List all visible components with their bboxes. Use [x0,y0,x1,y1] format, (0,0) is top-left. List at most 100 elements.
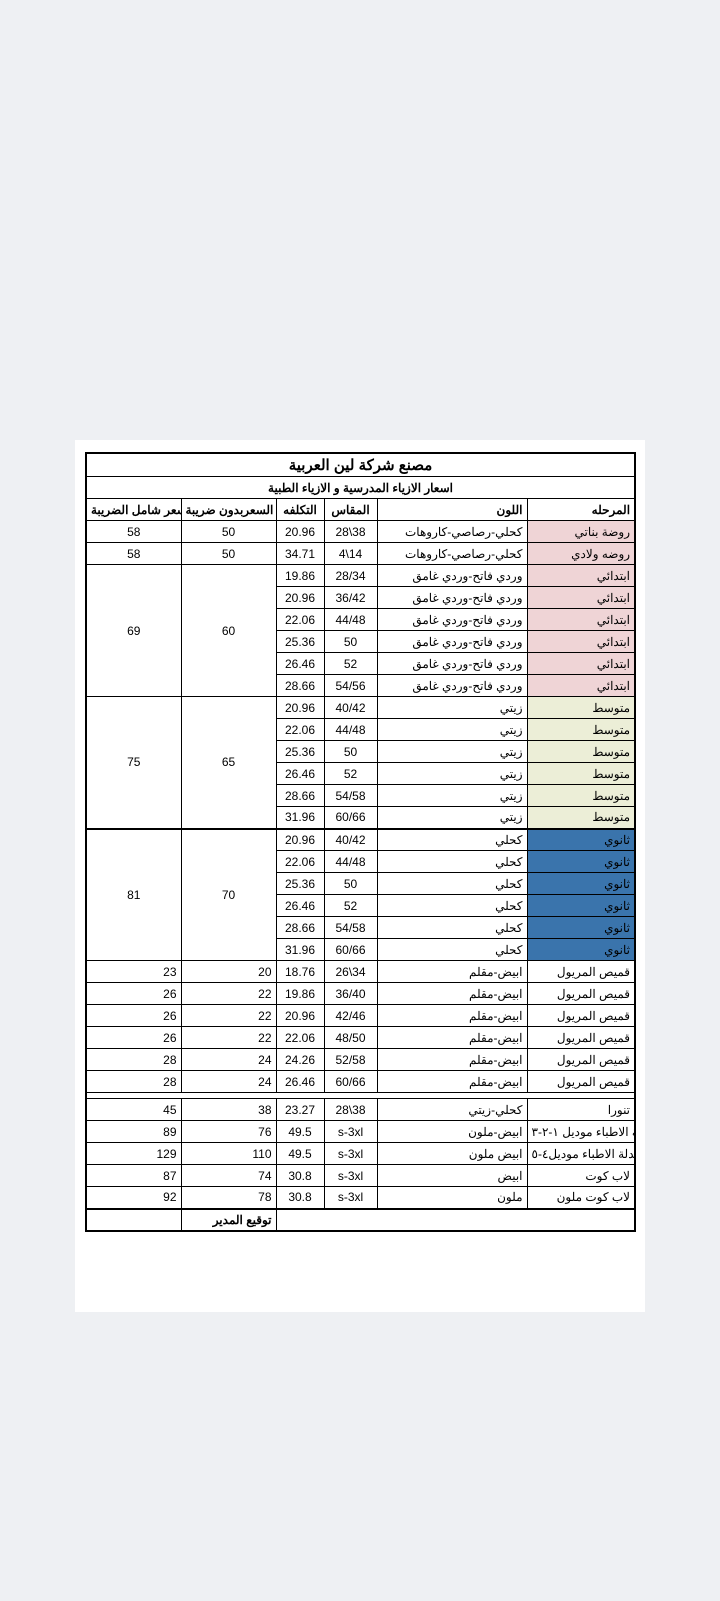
level: متوسط [527,741,635,763]
price-with-tax: 58 [86,543,181,565]
price-with-tax: 23 [86,961,181,983]
level: ابتدائي [527,609,635,631]
size: 50 [324,631,377,653]
price-no-tax: 20 [181,961,276,983]
size: 28\38 [324,521,377,543]
price-with-tax: 92 [86,1187,181,1209]
color: كحلي [377,895,527,917]
cost: 22.06 [276,609,324,631]
cost: 25.36 [276,873,324,895]
color: كحلي-رصاصي-كاروهات [377,543,527,565]
cost: 26.46 [276,653,324,675]
cost: 22.06 [276,1027,324,1049]
level: قميص المريول [527,983,635,1005]
size: s-3xl [324,1187,377,1209]
level: ثانوي [527,851,635,873]
color: زيتي [377,785,527,807]
size: 48/50 [324,1027,377,1049]
level: ثانوي [527,829,635,851]
signature-label: توقيع المدير [181,1209,276,1231]
color: وردي فاتح-وردي غامق [377,587,527,609]
size: s-3xl [324,1165,377,1187]
cost: 49.5 [276,1121,324,1143]
level: متوسط [527,697,635,719]
level: ثانوي [527,939,635,961]
price-no-tax: 60 [181,565,276,697]
size: 52 [324,653,377,675]
price-with-tax: 129 [86,1143,181,1165]
price-no-tax: 74 [181,1165,276,1187]
level: روضه ولادي [527,543,635,565]
price-sheet: مصنع شركة لين العربيةاسعار الازياء المدر… [75,440,645,1312]
price-table: مصنع شركة لين العربيةاسعار الازياء المدر… [85,452,636,1232]
level: ابتدائي [527,653,635,675]
color: كحلي [377,917,527,939]
price-with-tax: 26 [86,1027,181,1049]
color: كحلي-زيتي [377,1099,527,1121]
size: 28\38 [324,1099,377,1121]
level: ابتدائي [527,587,635,609]
color: كحلي-رصاصي-كاروهات [377,521,527,543]
price-no-tax: 70 [181,829,276,961]
sheet-subtitle: اسعار الازياء المدرسية و الازياء الطبية [86,477,635,499]
color: زيتي [377,719,527,741]
cost: 31.96 [276,807,324,829]
level: قميص المريول [527,1071,635,1093]
cost: 25.36 [276,631,324,653]
color: ابيض-مقلم [377,1049,527,1071]
level: ثانوي [527,873,635,895]
cost: 30.8 [276,1165,324,1187]
size: 54/56 [324,675,377,697]
price-with-tax: 28 [86,1049,181,1071]
level: متوسط [527,807,635,829]
color: زيتي [377,697,527,719]
size: 28/34 [324,565,377,587]
level: روضة بناتي [527,521,635,543]
cost: 26.46 [276,895,324,917]
size: 54/58 [324,917,377,939]
cost: 31.96 [276,939,324,961]
color: وردي فاتح-وردي غامق [377,631,527,653]
level: قميص المريول [527,1049,635,1071]
size: 44/48 [324,851,377,873]
size: 54/58 [324,785,377,807]
size: 26\34 [324,961,377,983]
company-title: مصنع شركة لين العربية [86,453,635,477]
color: ابيض-مقلم [377,1027,527,1049]
size: 4\14 [324,543,377,565]
cost: 20.96 [276,1005,324,1027]
sig-empty [276,1209,324,1231]
size: 50 [324,873,377,895]
cost: 24.26 [276,1049,324,1071]
header-color: اللون [377,499,527,521]
level: ابتدائي [527,631,635,653]
level: تنورا [527,1099,635,1121]
cost: 22.06 [276,851,324,873]
color: ابيض-مقلم [377,1071,527,1093]
sig-empty [527,1209,635,1231]
size: 42/46 [324,1005,377,1027]
price-with-tax: 28 [86,1071,181,1093]
cost: 22.06 [276,719,324,741]
color: ابيض-مقلم [377,983,527,1005]
size: 40/42 [324,697,377,719]
sig-empty [324,1209,377,1231]
cost: 28.66 [276,917,324,939]
price-no-tax: 78 [181,1187,276,1209]
cost: 18.76 [276,961,324,983]
sig-empty [86,1209,181,1231]
price-with-tax: 69 [86,565,181,697]
sig-empty [377,1209,527,1231]
price-no-tax: 24 [181,1071,276,1093]
color: ابيض [377,1165,527,1187]
level: ثانوي [527,917,635,939]
cost: 20.96 [276,697,324,719]
cost: 19.86 [276,983,324,1005]
size: 60/66 [324,807,377,829]
color: وردي فاتح-وردي غامق [377,675,527,697]
level: لاب كوت ملون [527,1187,635,1209]
price-with-tax: 87 [86,1165,181,1187]
size: 44/48 [324,719,377,741]
level: متوسط [527,719,635,741]
level: ثانوي [527,895,635,917]
